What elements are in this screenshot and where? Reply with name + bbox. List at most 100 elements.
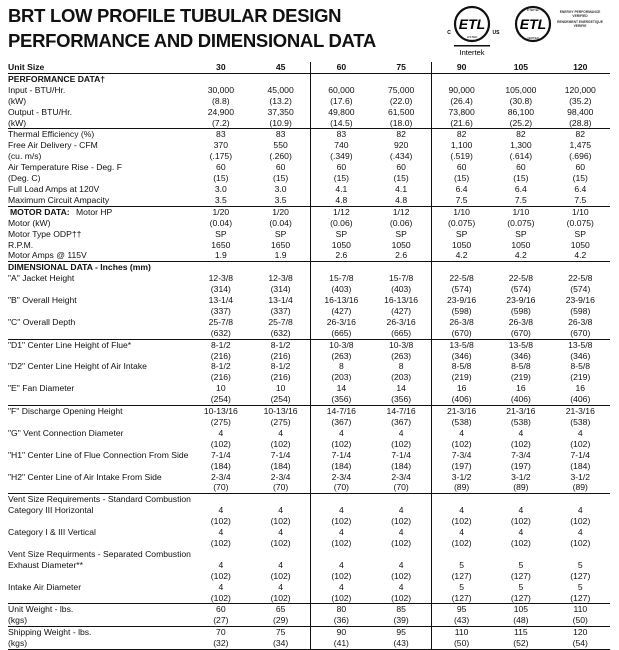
value-cell: 13-5/8 (431, 338, 492, 351)
value-cell: (102) (310, 570, 372, 582)
value-cell: (15) (513, 173, 529, 184)
value-cell: 1050 (570, 239, 590, 250)
table-row: Motor (kW) (0.04) (0.04) (0.06) (0.06) (0.075… (8, 217, 610, 229)
table-row: "B" Overall Height 13-1/4 13-1/4 16-13/16 16… (8, 295, 610, 306)
unit-size-30: 30 (216, 62, 226, 72)
value-cell: 8-5/8 (511, 361, 531, 372)
value-cell (371, 493, 432, 506)
value-cell: 16 (431, 383, 492, 395)
value-cell: 105,000 (505, 84, 537, 95)
value-cell (190, 72, 251, 85)
table-row: Full Load Amps at 120V 3.0 3.0 4.1 4.1 6.4 6.4… (8, 183, 610, 195)
value-cell: 8-5/8 (431, 361, 492, 373)
value-cell: (70) (272, 482, 289, 493)
value-cell: 7-1/4 (310, 449, 372, 461)
row-label: "G" Vent Connection Diameter (8, 427, 124, 438)
value-cell: 8-1/2 (190, 338, 251, 351)
value-cell: 26-3/8 (568, 316, 593, 327)
row-label: "D2" Center Line Height of Air Intake (8, 361, 147, 372)
value-cell: 4 (577, 505, 583, 516)
value-cell: 23-9/16 (506, 295, 536, 306)
value-cell: 49,800 (310, 106, 372, 118)
value-cell: 1/10 (431, 205, 492, 218)
value-cell (190, 261, 251, 274)
table-row: Motor Type ODP†† SP SP SP SP SP SP SP (8, 228, 610, 240)
value-cell: (203) (310, 372, 372, 384)
value-cell (550, 493, 610, 506)
table-row: "C" Overall Depth 25-7/8 25-7/8 26-3/16 26-3… (8, 316, 610, 328)
value-cell: 4 (398, 427, 404, 438)
row-label (8, 372, 191, 383)
table-row: Shipping Weight - lbs. 70 75 90 95 110 115 120 (8, 626, 610, 639)
row-label: "C" Overall Depth (8, 316, 76, 327)
value-cell: 4.2 (431, 250, 492, 262)
value-cell: (102) (391, 516, 412, 527)
value-cell: 26-3/16 (386, 316, 416, 327)
value-cell: (102) (431, 537, 492, 549)
value-cell: (184) (310, 460, 372, 472)
value-cell: 95 (431, 603, 492, 616)
value-cell: 5 (577, 581, 583, 592)
value-cell: 23-9/16 (565, 295, 595, 306)
value-cell: 70 (190, 626, 251, 639)
value-cell: 10 (216, 383, 226, 394)
value-cell: 21-3/16 (550, 405, 610, 417)
value-cell: 370 (213, 140, 228, 151)
value-cell: (102) (270, 537, 291, 548)
value-cell: (219) (431, 372, 492, 384)
value-cell: 60 (396, 162, 406, 173)
unit-size-90: 90 (431, 62, 492, 74)
value-cell: 4.2 (514, 250, 527, 261)
value-cell: (406) (570, 394, 591, 405)
value-cell: (22.0) (389, 95, 413, 106)
row-label: Air Temperature Rise - Deg. F (8, 162, 122, 173)
value-cell: 8-1/2 (211, 361, 231, 372)
value-cell: 6.4 (514, 183, 527, 194)
value-cell: 82 (371, 128, 432, 141)
row-label: Motor Amps @ 115V (8, 250, 87, 261)
value-cell: 14-7/16 (371, 405, 432, 417)
value-cell: (102) (270, 570, 291, 581)
table-row: (102) (102) (102) (102) (127) (127) (127) (8, 570, 610, 582)
value-cell: 550 (273, 140, 288, 151)
value-cell: (15) (272, 173, 289, 184)
value-cell: (203) (391, 372, 412, 383)
value-cell: 1/10 (550, 205, 610, 218)
value-cell: 8-5/8 (570, 361, 591, 372)
value-cell: 22-5/8 (568, 273, 593, 284)
value-cell: (.614) (509, 151, 533, 162)
value-cell (250, 493, 311, 506)
row-label (8, 351, 191, 362)
value-cell: 2-3/4 (270, 471, 291, 482)
value-cell: (7.2) (212, 117, 230, 128)
row-label: "H2" Center Line of Air Intake From Side (8, 471, 162, 482)
value-cell: 14-7/16 (310, 405, 372, 417)
value-cell: 60 (575, 162, 586, 173)
value-cell: 7-1/4 (391, 449, 411, 460)
table-row: "E" Fan Diameter 10 10 14 14 16 16 16 (8, 383, 610, 395)
value-cell: 920 (393, 140, 409, 151)
value-cell (371, 549, 431, 560)
value-cell: (219) (570, 372, 591, 383)
value-cell (431, 493, 492, 506)
value-cell: (102) (570, 438, 591, 449)
value-cell: 60 (431, 162, 492, 174)
value-cell: SP (574, 228, 587, 239)
row-label: "H1" Center Line of Flue Connection From… (8, 449, 189, 460)
value-cell: 4 (278, 527, 283, 538)
row-label: Input - BTU/Hr. (8, 84, 66, 95)
value-cell: 90 (310, 626, 372, 639)
value-cell: 12-3/8 (208, 273, 234, 284)
value-cell: SP (215, 228, 227, 239)
value-cell: 3-1/2 (431, 471, 492, 483)
value-cell: (102) (270, 592, 291, 603)
energy-caption-en: ENERGY PERFORMANCE VERIFIED (559, 10, 601, 18)
value-cell (491, 549, 550, 560)
value-cell: (216) (210, 350, 231, 361)
value-cell: (21.6) (431, 117, 492, 129)
value-cell: 110 (431, 626, 492, 639)
value-cell: 4 (310, 427, 372, 439)
value-cell (250, 72, 311, 85)
value-cell (371, 72, 432, 85)
value-cell: (.434) (389, 151, 413, 162)
